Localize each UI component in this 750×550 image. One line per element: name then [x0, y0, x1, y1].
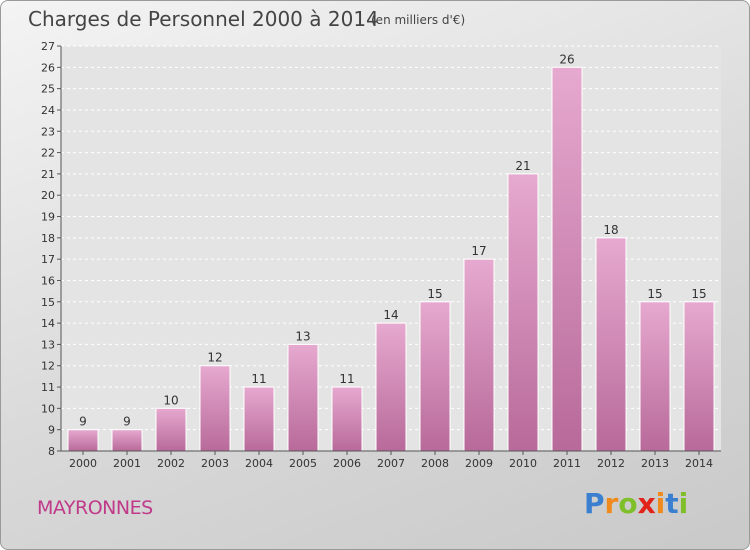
bar-2011: [551, 66, 583, 452]
y-tick-label: 15: [41, 296, 55, 309]
bar-2010: [507, 173, 539, 452]
town-name: MAYRONNES: [37, 497, 153, 519]
y-tick-label: 20: [41, 189, 55, 202]
y-tick-label: 26: [41, 61, 55, 74]
logo-letter: x: [637, 487, 656, 520]
bar-2007: [375, 322, 407, 452]
bar-2003: [199, 365, 231, 452]
x-tick-label-2004: 2004: [245, 457, 273, 470]
data-label-2002: 10: [163, 393, 178, 407]
logo-letter: r: [604, 487, 619, 520]
bar-2000: [67, 429, 99, 452]
y-tick-label: 13: [41, 338, 55, 351]
logo-letter: P: [584, 487, 605, 520]
x-tick-label-2014: 2014: [685, 457, 713, 470]
x-tick-label-2002: 2002: [157, 457, 185, 470]
y-tick-label: 22: [41, 147, 55, 160]
y-tick-label: 10: [41, 402, 55, 415]
x-tick-label-2003: 2003: [201, 457, 229, 470]
bar-2009: [463, 258, 495, 452]
y-tick-label: 27: [41, 40, 55, 53]
x-tick-label-2000: 2000: [69, 457, 97, 470]
data-label-2008: 15: [427, 287, 442, 301]
data-label-2001: 9: [123, 415, 131, 429]
y-tick-label: 9: [48, 424, 55, 437]
bar-2006: [331, 386, 363, 452]
data-label-2010: 21: [515, 159, 530, 173]
x-tick-label-2006: 2006: [333, 457, 361, 470]
logo-letter: i: [655, 487, 666, 520]
y-tick-label: 19: [41, 211, 55, 224]
bar-2008: [419, 301, 451, 452]
data-label-2011: 26: [559, 52, 574, 66]
bar-2013: [639, 301, 671, 452]
y-tick-label: 17: [41, 253, 55, 266]
y-tick-label: 21: [41, 168, 55, 181]
chart-title: Charges de Personnel 2000 à 2014: [28, 7, 379, 31]
y-tick-label: 14: [41, 317, 55, 330]
y-tick-label: 12: [41, 360, 55, 373]
x-tick-label-2005: 2005: [289, 457, 317, 470]
data-label-2014: 15: [691, 287, 706, 301]
y-tick-label: 8: [48, 445, 55, 458]
y-tick-label: 23: [41, 125, 55, 138]
x-tick-label-2009: 2009: [465, 457, 493, 470]
data-label-2009: 17: [471, 244, 486, 258]
bar-2002: [155, 407, 187, 452]
data-label-2012: 18: [603, 223, 618, 237]
y-tick-label: 18: [41, 232, 55, 245]
y-tick-label: 11: [41, 381, 55, 394]
bar-2012: [595, 237, 627, 452]
x-tick-label-2010: 2010: [509, 457, 537, 470]
bar-2001: [111, 429, 143, 452]
data-label-2004: 11: [251, 372, 266, 386]
data-label-2003: 12: [207, 351, 222, 365]
logo-letter: t: [665, 487, 679, 520]
data-label-2007: 14: [383, 308, 398, 322]
data-label-2005: 13: [295, 329, 310, 343]
bar-2014: [683, 301, 715, 452]
x-tick-label-2011: 2011: [553, 457, 581, 470]
y-tick-label: 24: [41, 104, 55, 117]
bar-2005: [287, 343, 319, 452]
logo-letter: i: [678, 487, 689, 520]
data-label-2013: 15: [647, 287, 662, 301]
y-tick-label: 16: [41, 274, 55, 287]
x-tick-label-2012: 2012: [597, 457, 625, 470]
y-tick-label: 25: [41, 83, 55, 96]
chart-subtitle: (en milliers d'€): [371, 13, 466, 27]
logo-letter: o: [618, 487, 638, 520]
proxiti-logo: Proxiti: [584, 487, 688, 520]
data-label-2000: 9: [79, 415, 87, 429]
x-tick-label-2001: 2001: [113, 457, 141, 470]
x-tick-label-2013: 2013: [641, 457, 669, 470]
x-tick-label-2008: 2008: [421, 457, 449, 470]
x-tick-label-2007: 2007: [377, 457, 405, 470]
data-label-2006: 11: [339, 372, 354, 386]
bar-2004: [243, 386, 275, 452]
